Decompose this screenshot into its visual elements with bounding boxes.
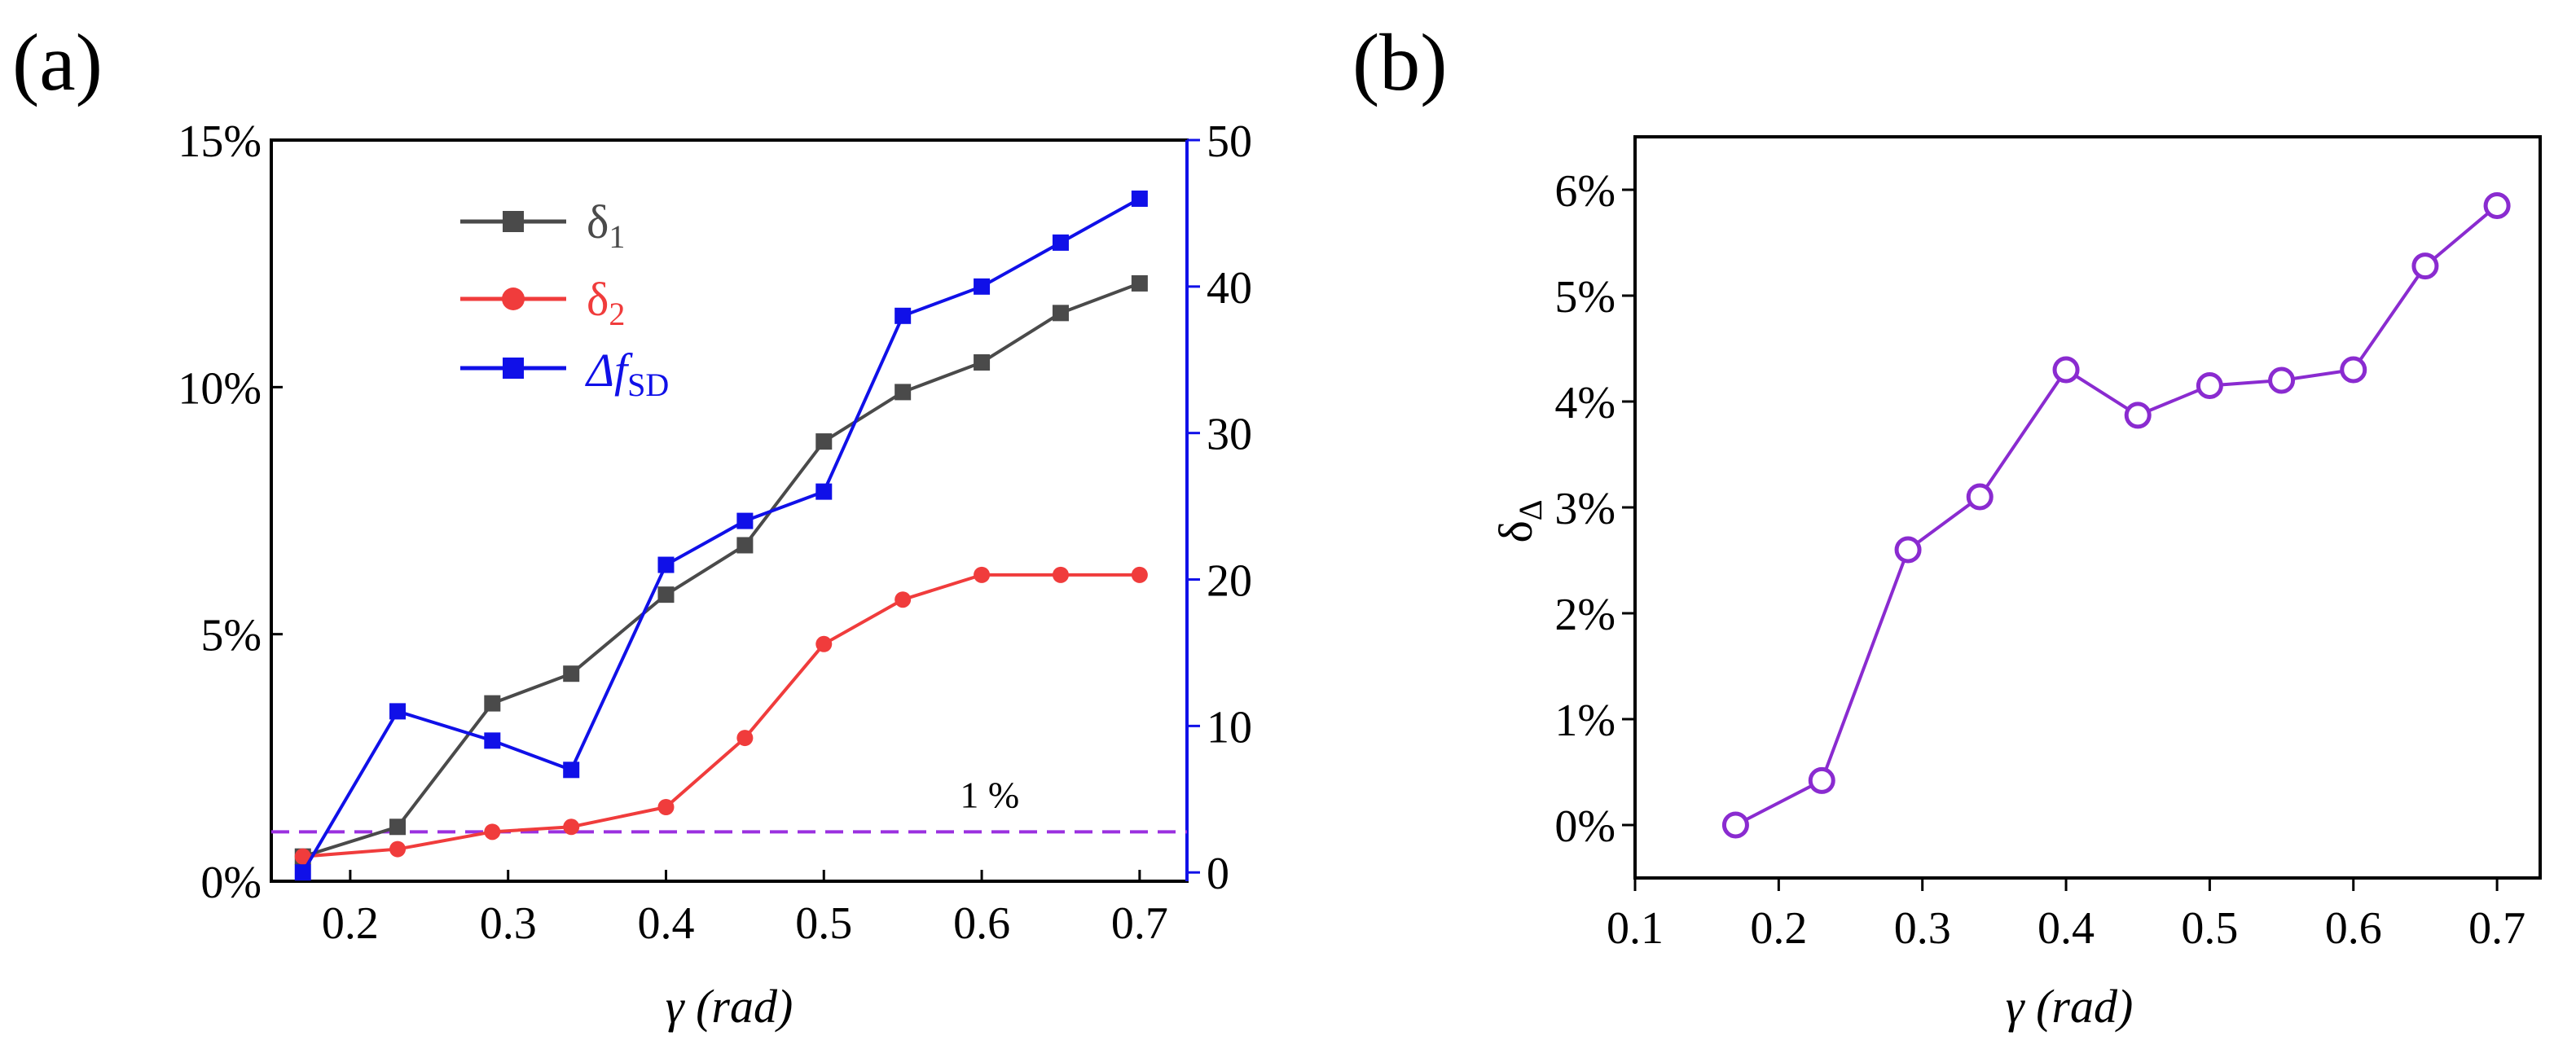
panel-a-xtick-label: 0.5 [795, 898, 852, 949]
data-point-delta-delta [2483, 192, 2511, 219]
data-point-delta1 [389, 819, 407, 836]
panel-a-frame [270, 138, 1189, 883]
data-point-dfsd [895, 307, 912, 324]
data-point-dfsd [389, 703, 407, 720]
panel-b-ytick-label: 1% [1554, 696, 1615, 746]
panel-a-xtick-label: 0.6 [953, 898, 1010, 949]
series-line-delta1 [302, 282, 1141, 858]
panel-b-xtick-label: 0.3 [1894, 903, 1951, 954]
data-point-dfsd [657, 556, 675, 573]
data-point-delta1 [815, 433, 833, 450]
panel-b-label: (b) [1352, 17, 1448, 108]
panel-a-xtick-label: 0.2 [322, 898, 379, 949]
data-point-delta1 [484, 695, 501, 712]
data-point-delta2 [736, 730, 754, 747]
panel-b-xtick-label: 0.1 [1607, 903, 1664, 954]
data-point-delta2 [389, 841, 407, 858]
panel-b-xtick-label: 0.7 [2468, 903, 2525, 954]
panel-a-ytick-label: 10% [178, 363, 262, 414]
data-point-delta-delta [2052, 356, 2080, 384]
data-point-delta2 [1131, 566, 1148, 583]
data-point-delta-delta [2411, 252, 2439, 280]
panel-b-ytick-label: 6% [1554, 166, 1615, 217]
legend-marker-dfsd [503, 358, 524, 379]
legend-marker-delta1 [503, 211, 524, 232]
data-point-delta1 [1131, 274, 1148, 292]
data-point-delta1 [657, 586, 675, 604]
data-point-delta2 [294, 848, 311, 865]
panel-b-ytick-label: 0% [1554, 801, 1615, 852]
data-point-delta-delta [2340, 356, 2367, 384]
series-line-delta-delta [1734, 204, 2499, 827]
data-point-delta2 [484, 823, 501, 841]
panel-b-ytick-label: 3% [1554, 484, 1615, 534]
data-point-dfsd [815, 483, 833, 500]
panel-a-label: (a) [12, 17, 103, 108]
data-point-delta2 [815, 635, 833, 652]
panel-a-xlabel: γ (rad) [666, 980, 793, 1033]
legend-label-delta1: δ1 [587, 195, 625, 255]
panel-a-y2tick-label: 10 [1207, 702, 1252, 753]
data-point-delta2 [974, 566, 991, 583]
panel-b-xtick-label: 0.2 [1750, 903, 1807, 954]
panel-b-ylabel: δΔ [1489, 499, 1549, 542]
panel-a-y2tick-label: 0 [1207, 849, 1229, 899]
panel-a-ytick-label: 0% [200, 858, 262, 908]
panel-b: (b) 0.1 0.2 0.3 0.4 0.5 0.6 0.70%1%2%3%4%5%6% … [1352, 17, 2542, 1033]
data-point-dfsd [736, 512, 754, 529]
panel-b-ytick-label: 5% [1554, 272, 1615, 323]
panel-b-xtick-label: 0.4 [2038, 903, 2095, 954]
panel-b-frame [1633, 135, 2542, 880]
data-point-dfsd [974, 278, 991, 295]
data-point-delta-delta [2196, 372, 2223, 399]
data-point-delta2 [657, 799, 675, 815]
panel-b-xlabel: γ (rad) [2006, 980, 2134, 1033]
panel-a-legend: δ1 δ2 ΔfSD [460, 195, 669, 403]
data-point-delta-delta [1808, 766, 1835, 794]
data-point-delta1 [974, 354, 991, 371]
data-point-delta-delta [1894, 536, 1922, 564]
reference-line-label: 1 % [960, 774, 1019, 815]
data-point-delta1 [563, 665, 580, 683]
legend-label-delta2: δ2 [587, 273, 625, 332]
panel-a-xtick-label: 0.7 [1111, 898, 1168, 949]
panel-a-y2tick-label: 20 [1207, 556, 1252, 607]
panel-b-ytick-label: 2% [1554, 590, 1615, 640]
panel-a-xtick-label: 0.3 [480, 898, 537, 949]
data-point-dfsd [1052, 234, 1069, 251]
data-point-delta1 [895, 384, 912, 401]
panel-a-y2tick-label: 50 [1207, 116, 1252, 167]
data-point-delta-delta [1966, 483, 1994, 511]
panel-b-xtick-label: 0.6 [2325, 903, 2382, 954]
data-point-delta-delta [2124, 402, 2152, 429]
data-point-dfsd [484, 732, 501, 749]
panel-a-xtick-label: 0.4 [637, 898, 694, 949]
data-point-delta-delta [1721, 811, 1749, 839]
data-point-dfsd [1131, 190, 1148, 207]
panel-b-xtick-label: 0.5 [2181, 903, 2238, 954]
data-point-dfsd [294, 864, 311, 881]
legend-marker-delta2 [502, 287, 525, 310]
panel-b-ytick-label: 4% [1554, 378, 1615, 428]
panel-a: (a) 0.2 0.3 0.4 0.5 0.6 0.7 0% 5% 10% 15% 0 10 20 30 4… [12, 17, 1252, 1033]
data-point-delta2 [563, 819, 580, 836]
data-point-delta1 [736, 537, 754, 554]
panel-a-ytick-label: 15% [178, 116, 262, 167]
series-line-dfsd [301, 197, 1141, 874]
data-point-delta2 [895, 591, 912, 608]
data-point-dfsd [563, 762, 580, 779]
panel-a-y2tick-label: 40 [1207, 263, 1252, 314]
data-point-delta2 [1052, 566, 1069, 583]
panel-a-ytick-label: 5% [200, 611, 262, 661]
data-point-delta-delta [2268, 366, 2296, 394]
panel-a-y2tick-label: 30 [1207, 410, 1252, 460]
legend-label-dfsd: ΔfSD [585, 344, 669, 403]
data-point-delta1 [1052, 305, 1069, 322]
